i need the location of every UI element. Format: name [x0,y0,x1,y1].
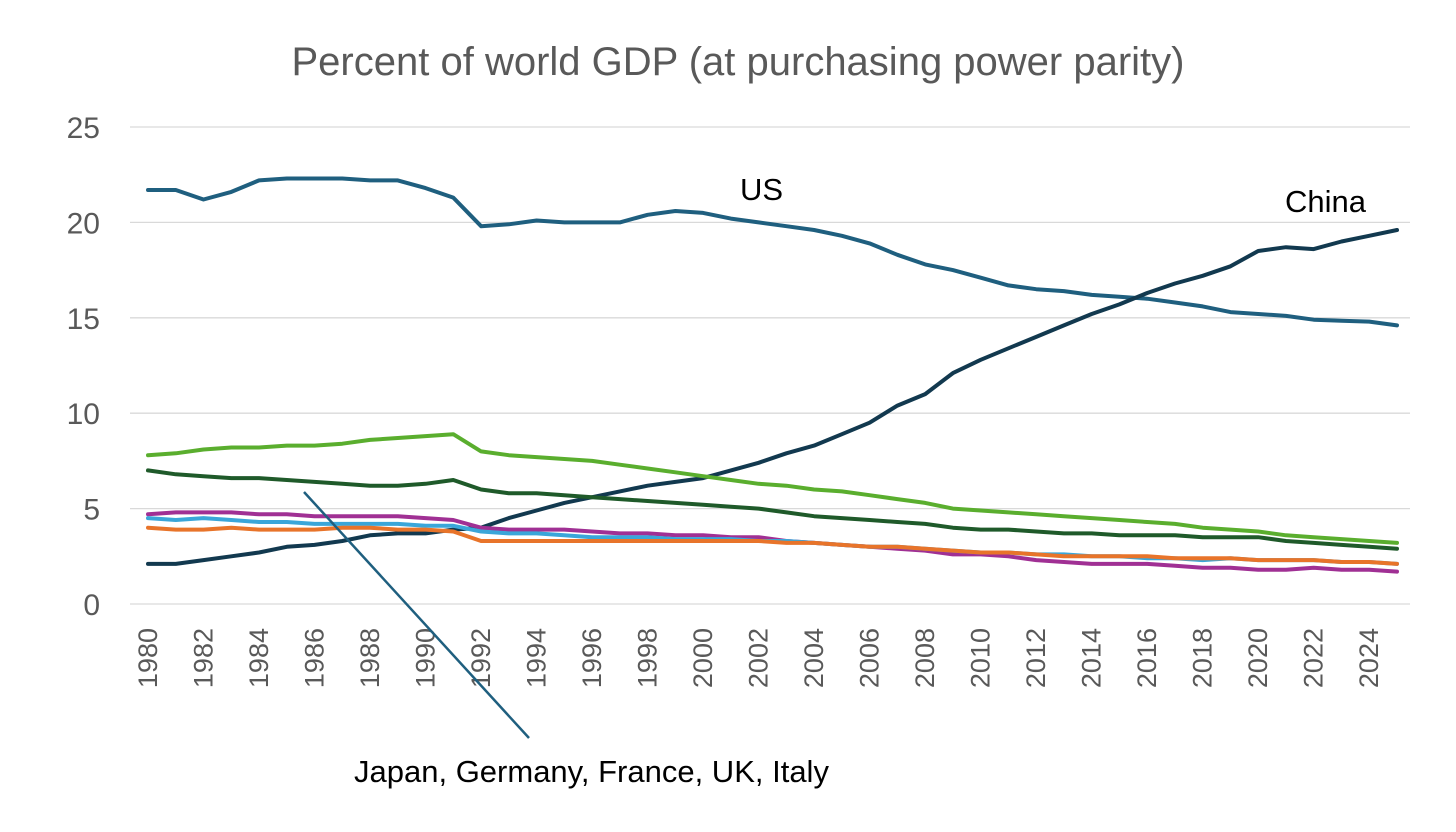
y-axis-ticks: 0 5 10 15 20 25 [67,112,100,622]
x-tick-label: 1984 [244,628,274,688]
series-line-2 [146,228,1399,566]
x-tick-label: 1990 [411,628,441,688]
x-tick-label: 1988 [355,628,385,688]
y-tick-label: 25 [67,112,100,145]
x-tick-label: 1980 [133,628,163,688]
x-axis-ticks: 1980 1982 1984 1986 1988 1990 1992 1994 1996 1998… [133,628,1384,688]
x-tick-label: 2012 [1021,628,1051,688]
x-tick-label: 2014 [1077,628,1107,688]
china-label: China [1285,184,1367,219]
x-tick-label: 2010 [966,628,996,688]
x-tick-label: 2000 [688,628,718,688]
x-tick-label: 2004 [799,628,829,688]
y-tick-label: 15 [67,303,100,336]
x-tick-label: 1992 [466,628,496,688]
x-tick-label: 2018 [1188,628,1218,688]
others-label: Japan, Germany, France, UK, Italy [354,754,829,789]
series-line-7 [146,525,1399,566]
x-tick-label: 1996 [577,628,607,688]
series-line-4 [146,468,1399,551]
x-tick-label: 2024 [1354,628,1384,688]
y-tick-label: 5 [83,494,100,527]
chart-title: Percent of world GDP (at purchasing powe… [292,40,1185,84]
series-line-3 [146,432,1399,545]
x-tick-label: 2020 [1243,628,1273,688]
callout-pointer-line [303,491,530,739]
x-tick-label: 1982 [189,628,219,688]
x-tick-label: 1994 [522,628,552,688]
x-tick-label: 2022 [1299,628,1329,688]
series-line-1 [146,176,1399,328]
x-tick-label: 1986 [300,628,330,688]
x-tick-label: 1998 [633,628,663,688]
x-tick-label: 2016 [1132,628,1162,688]
us-label: US [740,172,783,207]
x-tick-label: 2006 [855,628,885,688]
series-lines [146,176,1399,574]
y-tick-label: 10 [67,398,100,431]
y-tick-label: 0 [83,589,100,622]
x-tick-label: 2008 [910,628,940,688]
y-tick-label: 20 [67,207,100,240]
x-tick-label: 2002 [744,628,774,688]
